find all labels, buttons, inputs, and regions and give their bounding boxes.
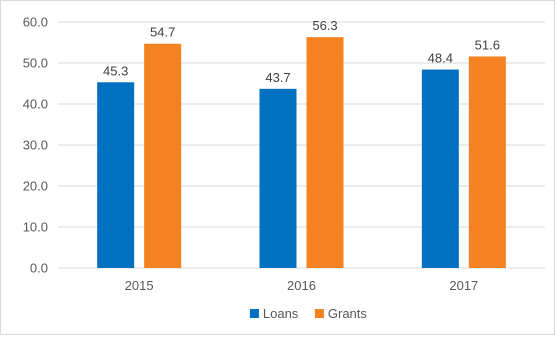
legend-swatch-loans [249,309,259,318]
y-tick-label: 40.0 [23,97,48,112]
bar-grants-2015 [144,43,182,269]
y-tick-label: 10.0 [23,220,48,235]
legend-swatch-grants [314,309,324,318]
y-axis: 0.0 10.0 20.0 30.0 40.0 50.0 60.0 [23,15,48,276]
gridlines [58,21,545,269]
bars [97,37,506,269]
data-label-loans-2017: 48.4 [428,51,453,66]
legend: Loans Grants [249,306,368,321]
legend-label-loans: Loans [263,306,299,321]
y-tick-label: 20.0 [23,179,48,194]
x-tick-label: 2017 [449,278,478,293]
data-labels: 45.3 54.7 43.7 56.3 48.4 51.6 [103,18,500,85]
bar-loans-2016 [259,88,297,268]
y-tick-label: 30.0 [23,138,48,153]
data-label-loans-2016: 43.7 [265,70,290,85]
x-tick-label: 2015 [125,278,154,293]
data-label-grants-2017: 51.6 [475,37,500,52]
bar-loans-2017 [421,69,459,268]
data-label-grants-2015: 54.7 [150,25,175,40]
y-tick-label: 60.0 [23,15,48,30]
legend-label-grants: Grants [328,306,368,321]
bar-grants-2017 [468,56,506,268]
data-label-loans-2015: 45.3 [103,63,128,78]
bar-loans-2015 [97,82,135,269]
y-tick-label: 50.0 [23,56,48,71]
x-tick-label: 2016 [287,278,316,293]
y-tick-label: 0.0 [30,261,48,276]
bar-grants-2016 [306,37,344,268]
x-axis: 2015 2016 2017 [125,278,479,293]
data-label-grants-2016: 56.3 [312,18,337,33]
